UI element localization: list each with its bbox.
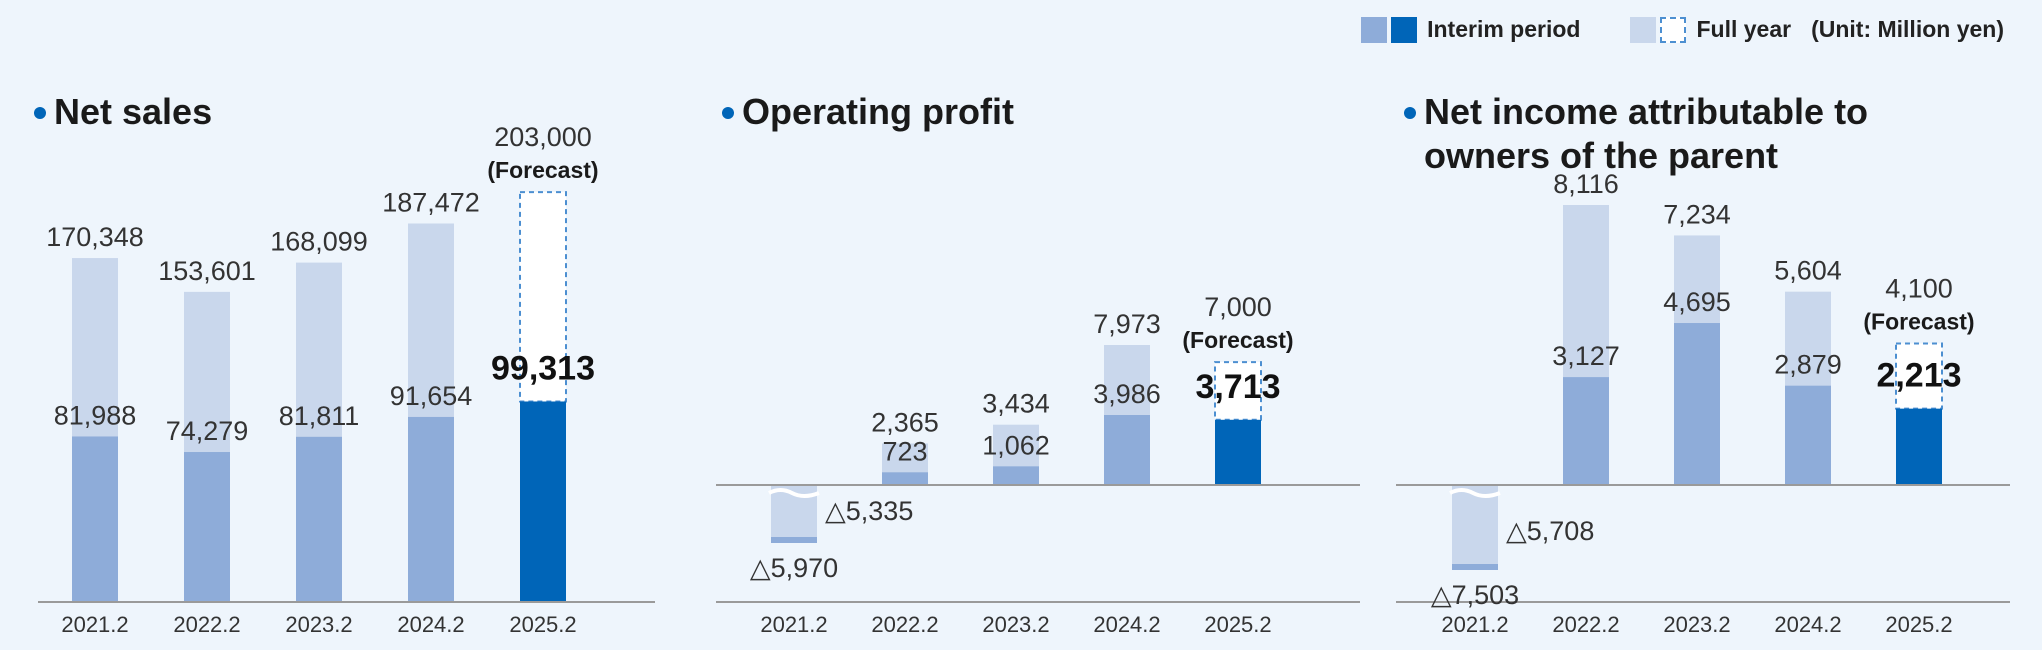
- interim-bar: [1674, 323, 1720, 485]
- chart-0: [34, 107, 655, 603]
- title-bullet-icon: [722, 107, 734, 119]
- chart-title: Net sales: [54, 91, 212, 132]
- axis-break-icon: [768, 488, 820, 498]
- fullyear-value-label: 4,100: [1885, 274, 1953, 304]
- interim-bar: [1896, 408, 1942, 485]
- interim-value-label: 3,127: [1552, 341, 1620, 371]
- fullyear-bar-negative: [1452, 485, 1498, 570]
- category-label: 2023.2: [1663, 612, 1730, 637]
- interim-value-label: 91,654: [390, 381, 473, 411]
- interim-value-label: △5,970: [750, 553, 838, 583]
- interim-value-label: 3,986: [1093, 379, 1161, 409]
- fullyear-value-label: △5,708: [1506, 516, 1594, 546]
- forecast-label: (Forecast): [487, 157, 598, 183]
- category-label: 2021.2: [760, 612, 827, 637]
- interim-bar: [1563, 377, 1609, 485]
- interim-bar-negative: [771, 537, 817, 543]
- fullyear-value-label: 5,604: [1774, 256, 1842, 286]
- interim-value-label: 81,988: [54, 400, 137, 430]
- fullyear-value-label: 7,234: [1663, 199, 1731, 229]
- interim-bar: [408, 416, 454, 602]
- interim-value-label: 81,811: [279, 401, 360, 431]
- category-label: 2021.2: [1441, 612, 1508, 637]
- chart-1: [716, 107, 1360, 603]
- fullyear-value-label: 8,116: [1553, 169, 1619, 199]
- forecast-bar: [519, 191, 567, 403]
- legend-unit: (Unit: Million yen): [1811, 16, 2004, 42]
- interim-bar: [1785, 385, 1831, 485]
- interim-value-label: 74,279: [166, 416, 249, 446]
- legend-interim-label: Interim period: [1427, 16, 1581, 42]
- forecast-label: (Forecast): [1182, 327, 1293, 353]
- chart-title: Operating profit: [742, 91, 1014, 132]
- interim-bar: [72, 436, 118, 602]
- fullyear-value-label: 153,601: [158, 256, 256, 286]
- legend-fullyear-swatch: [1630, 16, 1657, 43]
- legend-forecast-swatch: [1660, 16, 1687, 43]
- fullyear-value-label: △5,335: [825, 496, 913, 526]
- chart-title: Net income attributable to: [1424, 91, 1868, 132]
- forecast-bar: [1895, 342, 1943, 410]
- category-label: 2023.2: [285, 612, 352, 637]
- fullyear-value-label: 203,000: [494, 122, 592, 152]
- category-label: 2024.2: [397, 612, 464, 637]
- title-bullet-icon: [34, 107, 46, 119]
- category-label: 2022.2: [871, 612, 938, 637]
- interim-value-label: 99,313: [491, 349, 595, 387]
- category-label: 2024.2: [1774, 612, 1841, 637]
- legend-fullyear-label: Full year: [1696, 16, 1792, 42]
- chart-title: owners of the parent: [1424, 135, 1778, 176]
- interim-value-label: 2,213: [1876, 357, 1961, 395]
- forecast-label: (Forecast): [1863, 309, 1974, 335]
- category-label: 2022.2: [1552, 612, 1619, 637]
- category-label: 2025.2: [509, 612, 576, 637]
- interim-value-label: 1,062: [982, 430, 1050, 460]
- interim-bar: [520, 401, 566, 602]
- legend-interim-current-swatch: [1391, 16, 1418, 43]
- legend-interim-swatch: [1361, 16, 1388, 43]
- chart-2: [1396, 107, 2010, 603]
- fullyear-value-label: 7,000: [1204, 292, 1272, 322]
- interim-value-label: 4,695: [1663, 287, 1731, 317]
- interim-value-label: 3,713: [1195, 368, 1280, 406]
- interim-value-label: 2,879: [1774, 350, 1842, 380]
- interim-value-label: 723: [882, 436, 927, 466]
- fullyear-value-label: 168,099: [270, 227, 368, 257]
- interim-bar: [1215, 419, 1261, 485]
- category-label: 2023.2: [982, 612, 1049, 637]
- interim-bar: [1104, 415, 1150, 485]
- fullyear-value-label: 7,973: [1093, 309, 1161, 339]
- fullyear-value-label: 170,348: [46, 222, 144, 252]
- legend: Interim period Full year (Unit: Million …: [1361, 16, 2004, 43]
- category-label: 2024.2: [1093, 612, 1160, 637]
- fullyear-value-label: 2,365: [871, 407, 939, 437]
- interim-bar-negative: [1452, 564, 1498, 570]
- category-label: 2022.2: [173, 612, 240, 637]
- interim-bar: [296, 436, 342, 602]
- interim-value-label: △7,503: [1431, 580, 1519, 610]
- title-bullet-icon: [1404, 107, 1416, 119]
- category-label: 2025.2: [1885, 612, 1952, 637]
- fullyear-value-label: 3,434: [982, 389, 1050, 419]
- interim-bar: [184, 452, 230, 602]
- interim-bar: [882, 472, 928, 485]
- category-label: 2021.2: [61, 612, 128, 637]
- category-label: 2025.2: [1204, 612, 1271, 637]
- interim-bar: [993, 466, 1039, 485]
- axis-break-icon: [1449, 488, 1501, 498]
- fullyear-value-label: 187,472: [382, 187, 480, 217]
